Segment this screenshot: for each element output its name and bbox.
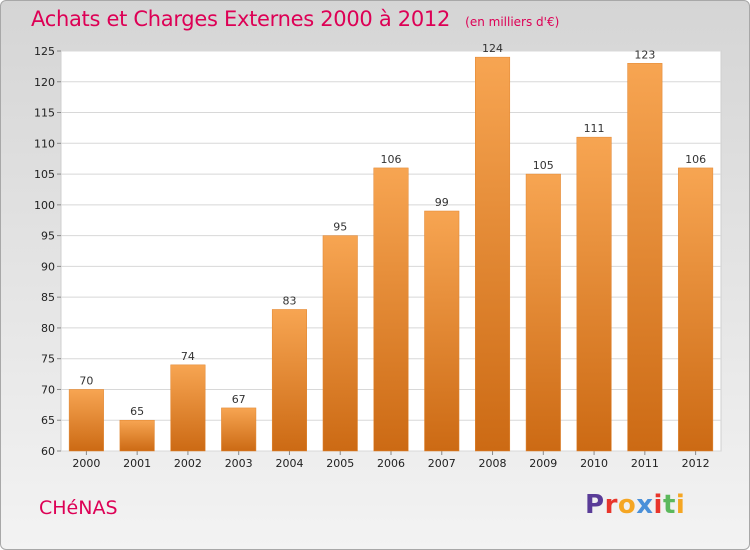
y-tick-label: 125 <box>34 45 55 58</box>
data-label: 83 <box>282 294 296 307</box>
bar <box>525 173 561 452</box>
data-label: 74 <box>181 350 195 363</box>
x-tick-label: 2006 <box>377 457 405 470</box>
data-label: 106 <box>381 153 402 166</box>
x-tick-label: 2001 <box>123 457 151 470</box>
bar <box>68 389 104 452</box>
y-tick-label: 100 <box>34 199 55 212</box>
data-label: 99 <box>435 196 449 209</box>
data-label: 95 <box>333 221 347 234</box>
bars <box>68 56 714 452</box>
logo-letter: P <box>585 490 605 520</box>
bar <box>322 235 358 452</box>
y-tick-label: 85 <box>41 291 55 304</box>
bar <box>678 167 714 452</box>
x-tick-label: 2007 <box>428 457 456 470</box>
data-label: 67 <box>232 393 246 406</box>
data-label: 111 <box>584 122 605 135</box>
data-label: 124 <box>482 42 503 55</box>
x-tick-label: 2008 <box>479 457 507 470</box>
proxiti-logo[interactable]: Proxiti <box>585 490 685 520</box>
logo-letter: x <box>636 490 654 520</box>
x-tick-label: 2010 <box>580 457 608 470</box>
x-tick-label: 2003 <box>225 457 253 470</box>
y-tick-label: 65 <box>41 414 55 427</box>
logo-letter: r <box>604 490 618 520</box>
bar <box>424 210 460 452</box>
logo-letter: i <box>675 490 686 520</box>
y-tick-label: 75 <box>41 353 55 366</box>
data-label: 70 <box>79 374 93 387</box>
chart-title: Achats et Charges Externes 2000 à 2012 <box>31 7 451 31</box>
y-tick-label: 105 <box>34 168 55 181</box>
x-tick-label: 2004 <box>275 457 303 470</box>
bar <box>373 167 409 452</box>
x-tick-label: 2005 <box>326 457 354 470</box>
y-tick-label: 115 <box>34 107 55 120</box>
title-row: Achats et Charges Externes 2000 à 2012 (… <box>31 7 559 31</box>
y-tick-label: 60 <box>41 445 55 458</box>
y-tick-label: 70 <box>41 383 55 396</box>
bar <box>576 136 612 452</box>
logo-letter: o <box>617 490 637 520</box>
x-tick-label: 2000 <box>72 457 100 470</box>
bar <box>271 309 307 452</box>
bar <box>170 364 206 452</box>
y-tick-label: 110 <box>34 137 55 150</box>
logo-letter: t <box>662 490 676 520</box>
data-label: 65 <box>130 405 144 418</box>
y-tick-label: 95 <box>41 230 55 243</box>
x-tick-label: 2009 <box>529 457 557 470</box>
y-tick-label: 120 <box>34 76 55 89</box>
bar <box>119 419 155 452</box>
bar <box>221 407 257 452</box>
commune-name: CHéNAS <box>39 497 118 519</box>
bar <box>475 56 511 452</box>
labels: 60 65 70 75 80 85 90 95 100 105 110 115 120 125 70 2000… <box>34 42 710 470</box>
data-label: 123 <box>634 48 655 61</box>
x-tick-label: 2012 <box>682 457 710 470</box>
logo-letter: i <box>653 490 663 520</box>
data-label: 105 <box>533 159 554 172</box>
x-tick-label: 2011 <box>631 457 659 470</box>
data-label: 106 <box>685 153 706 166</box>
chart-unit: (en milliers d'€) <box>465 15 560 29</box>
y-tick-label: 80 <box>41 322 55 335</box>
bar <box>627 63 663 452</box>
y-tick-label: 90 <box>41 260 55 273</box>
x-tick-label: 2002 <box>174 457 202 470</box>
